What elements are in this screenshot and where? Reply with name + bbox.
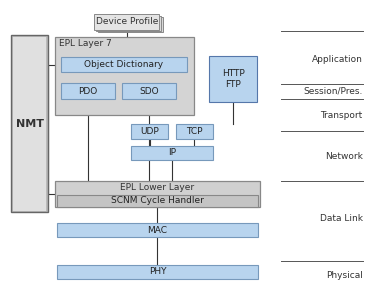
Text: MAC: MAC <box>147 226 168 235</box>
Text: Transport: Transport <box>320 111 363 119</box>
Text: Device Profile: Device Profile <box>95 17 158 26</box>
Text: EPL Lower Layer: EPL Lower Layer <box>120 183 195 192</box>
Text: SDO: SDO <box>139 87 159 96</box>
Text: PDO: PDO <box>78 87 98 96</box>
FancyBboxPatch shape <box>55 37 194 115</box>
FancyBboxPatch shape <box>98 17 163 32</box>
Text: TCP: TCP <box>186 127 202 136</box>
FancyBboxPatch shape <box>57 195 258 206</box>
Text: Application: Application <box>312 55 363 63</box>
FancyBboxPatch shape <box>55 181 260 206</box>
Text: NMT: NMT <box>16 119 44 129</box>
FancyBboxPatch shape <box>131 124 168 139</box>
FancyBboxPatch shape <box>61 57 187 72</box>
FancyBboxPatch shape <box>96 16 161 31</box>
Text: PHY: PHY <box>149 267 166 276</box>
Text: UDP: UDP <box>141 127 159 136</box>
Text: Physical: Physical <box>326 271 363 280</box>
Text: Data Link: Data Link <box>320 214 363 223</box>
FancyBboxPatch shape <box>61 83 115 99</box>
FancyBboxPatch shape <box>176 124 213 139</box>
FancyBboxPatch shape <box>57 223 258 237</box>
Text: Session/Pres.: Session/Pres. <box>303 87 363 96</box>
FancyBboxPatch shape <box>122 83 176 99</box>
FancyBboxPatch shape <box>209 56 257 102</box>
Text: SCNM Cycle Handler: SCNM Cycle Handler <box>111 196 204 205</box>
FancyBboxPatch shape <box>13 37 46 211</box>
Text: IP: IP <box>168 148 176 157</box>
FancyBboxPatch shape <box>94 14 159 30</box>
Text: Object Dictionary: Object Dictionary <box>84 60 164 69</box>
FancyBboxPatch shape <box>131 146 213 160</box>
Text: Network: Network <box>325 152 363 161</box>
FancyBboxPatch shape <box>11 35 48 212</box>
Text: EPL Layer 7: EPL Layer 7 <box>59 39 112 48</box>
FancyBboxPatch shape <box>57 265 258 279</box>
Text: HTTP
FTP: HTTP FTP <box>222 69 245 88</box>
